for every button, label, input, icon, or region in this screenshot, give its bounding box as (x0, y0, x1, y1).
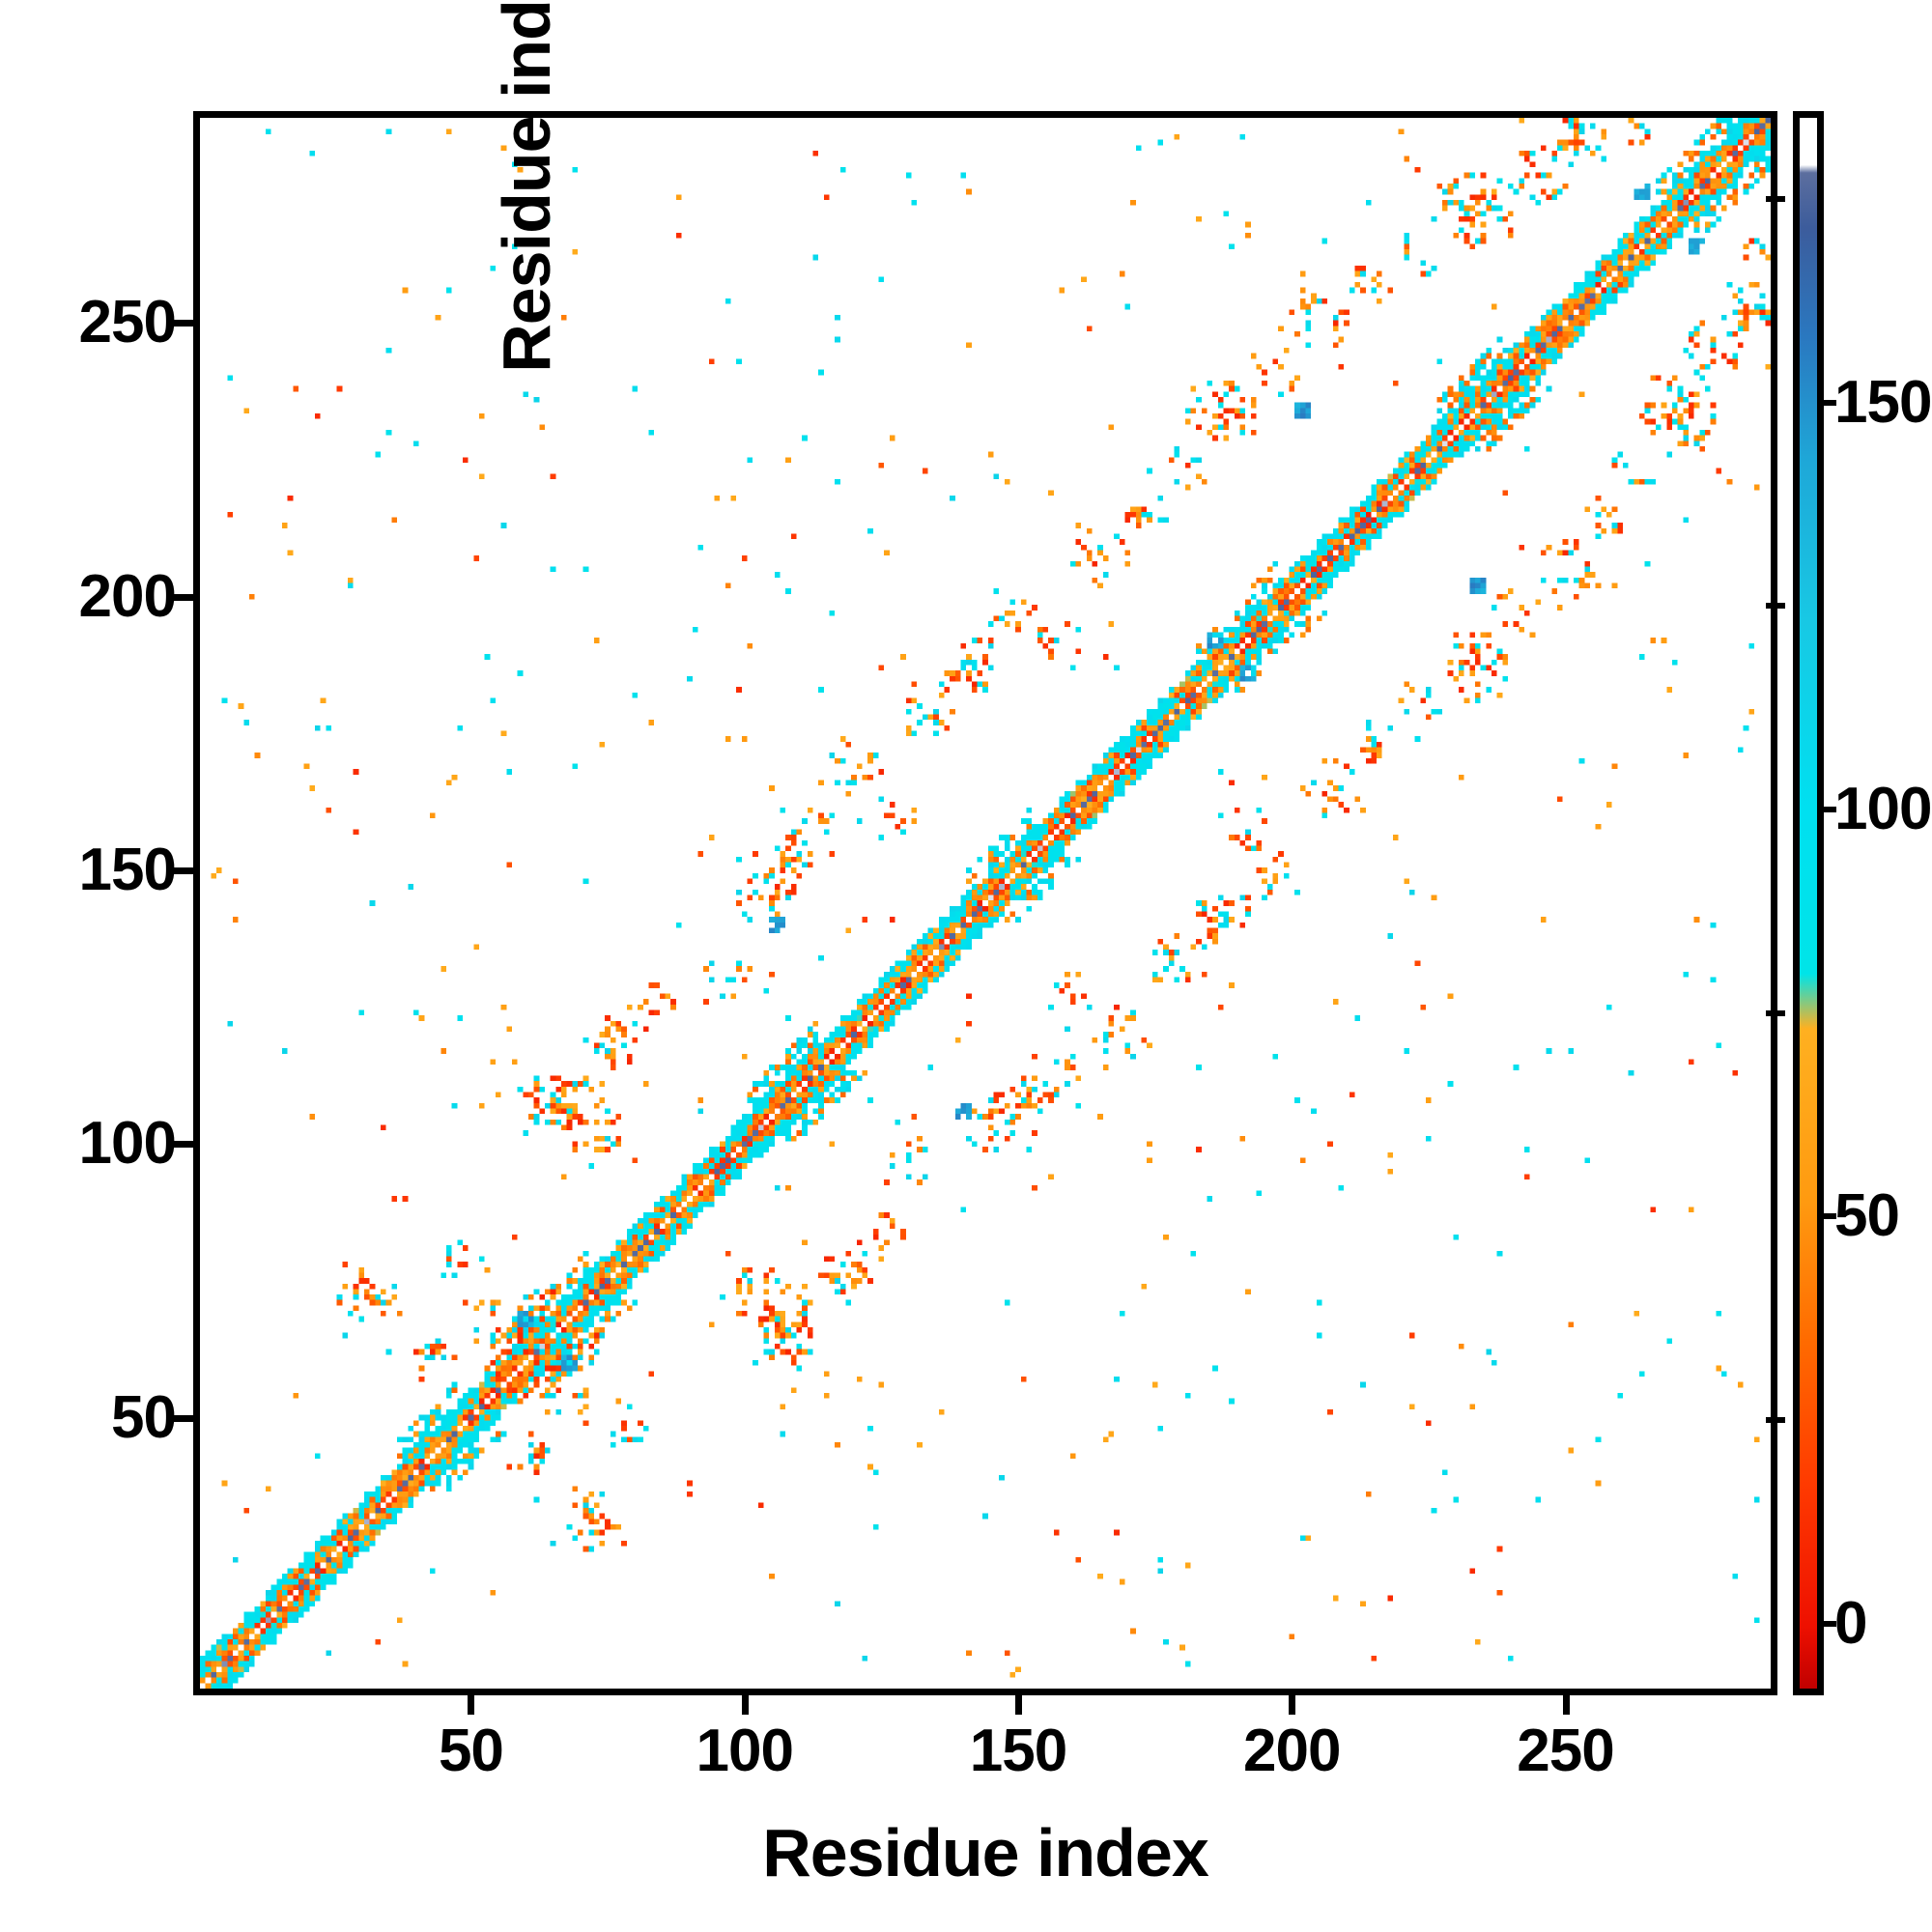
colorbar-minor-tick (1766, 603, 1785, 610)
colorbar-tick (1824, 807, 1836, 813)
colorbar-tick-label: 100 (1834, 776, 1932, 843)
x-axis-tick-label: 250 (1517, 1718, 1614, 1784)
colorbar-gradient (1800, 118, 1817, 1689)
contact-map-canvas (200, 118, 1771, 1689)
colorbar-tick-label: 150 (1834, 368, 1932, 436)
x-axis-tick-label: 200 (1243, 1718, 1341, 1784)
colorbar-tick (1824, 1620, 1836, 1627)
x-axis-tick (468, 1695, 475, 1715)
x-axis-tick (1289, 1695, 1296, 1715)
y-axis-tick-label: 100 (78, 1110, 177, 1178)
x-axis-tick-label: 100 (696, 1718, 793, 1784)
y-axis-tick (174, 1141, 193, 1149)
colorbar-tick (1824, 399, 1836, 406)
colorbar-tick-label: 50 (1834, 1182, 1900, 1250)
colorbar-minor-tick (1766, 1416, 1785, 1423)
y-axis-title: Residue index (489, 0, 564, 373)
y-axis-tick (174, 593, 193, 601)
y-axis-tick (174, 867, 193, 874)
y-axis-tick-label: 200 (78, 562, 177, 630)
x-axis-tick-label: 50 (438, 1718, 504, 1784)
colorbar (1793, 111, 1824, 1695)
y-axis-tick-label: 250 (78, 289, 177, 356)
x-axis-tick-label: 150 (969, 1718, 1067, 1784)
x-axis-tick (1014, 1695, 1022, 1715)
heatmap-plot-area (193, 111, 1777, 1695)
y-axis-tick (174, 320, 193, 327)
x-axis-title: Residue index (762, 1815, 1209, 1890)
y-axis-tick-label: 50 (111, 1383, 177, 1451)
x-axis-tick (1562, 1695, 1570, 1715)
colorbar-minor-tick (1766, 1009, 1785, 1016)
y-axis-tick-label: 150 (78, 837, 177, 903)
y-axis-tick (174, 1414, 193, 1422)
colorbar-minor-tick (1766, 196, 1785, 203)
colorbar-tick (1824, 1213, 1836, 1220)
colorbar-tick-label: 0 (1834, 1589, 1867, 1657)
x-axis-tick (741, 1695, 749, 1715)
